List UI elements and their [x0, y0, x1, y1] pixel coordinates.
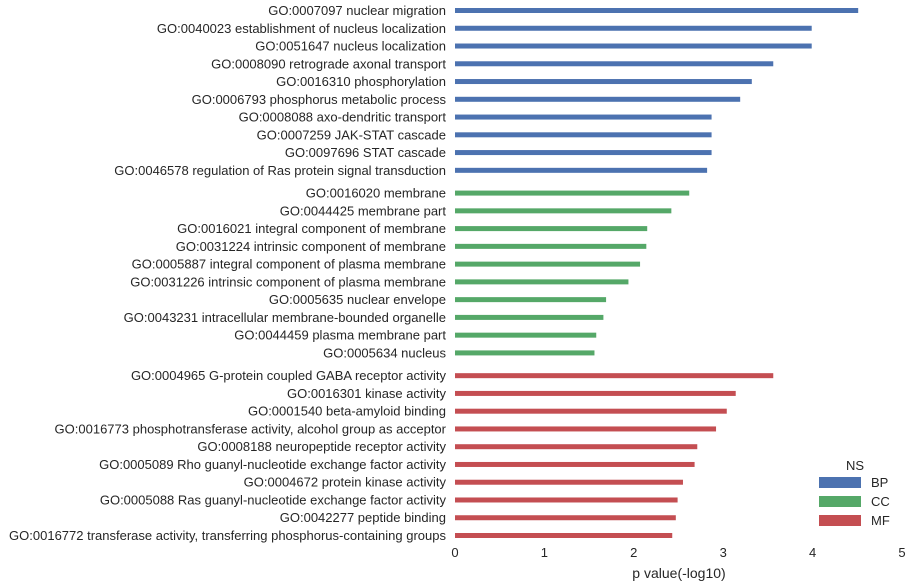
legend-swatch-cc [819, 496, 861, 507]
category-label: GO:0016021 integral component of membran… [177, 221, 446, 236]
category-label: GO:0001540 beta-amyloid binding [248, 404, 446, 419]
category-label: GO:0016020 membrane [306, 186, 446, 201]
bar-mf [455, 426, 717, 432]
legend-swatch-mf [819, 515, 861, 526]
bar-mf [455, 408, 727, 414]
category-label: GO:0006793 phosphorus metabolic process [192, 92, 447, 107]
category-label: GO:0005887 integral component of plasma … [132, 257, 446, 272]
category-label: GO:0016773 phosphotransferase activity, … [55, 421, 447, 436]
bar-mf [455, 461, 695, 467]
category-label: GO:0005634 nucleus [323, 345, 446, 360]
category-label: GO:0031226 intrinsic component of plasma… [130, 274, 446, 289]
bar-bp [455, 25, 812, 31]
category-label: GO:0046578 regulation of Ras protein sig… [114, 163, 446, 178]
category-label: GO:0051647 nucleus localization [255, 39, 446, 54]
x-tick-label: 5 [898, 545, 905, 560]
category-label: GO:0016310 phosphorylation [276, 74, 446, 89]
bar-cc [455, 261, 641, 267]
bar-cc [455, 243, 647, 249]
bar-mf [455, 497, 678, 503]
category-label: GO:0043231 intracellular membrane-bounde… [124, 310, 446, 325]
x-axis-title: p value(-log10) [632, 565, 725, 581]
category-label: GO:0008088 axo-dendritic transport [239, 110, 447, 125]
bar-cc [455, 297, 607, 303]
bar-bp [455, 150, 712, 156]
category-label: GO:0016301 kinase activity [287, 386, 446, 401]
category-label: GO:0005089 Rho guanyl-nucleotide exchang… [99, 457, 446, 472]
bar-cc [455, 190, 690, 196]
bar-bp [455, 43, 812, 49]
bar-bp [455, 167, 708, 173]
bar-cc [455, 208, 672, 214]
category-labels-group: GO:0007097 nuclear migration GO:0040023 e… [9, 3, 447, 543]
bar-bp [455, 61, 774, 67]
category-label: GO:0005088 Ras guanyl-nucleotide exchang… [100, 492, 447, 507]
bar-mf [455, 373, 774, 379]
category-label: GO:0004672 protein kinase activity [244, 475, 447, 490]
x-tick-label: 4 [809, 545, 816, 560]
bar-bp [455, 8, 859, 13]
category-label: GO:0007097 nuclear migration [268, 3, 446, 18]
bar-mf [455, 390, 736, 396]
x-tick-label: 2 [630, 545, 637, 560]
legend-swatch-bp [819, 477, 861, 488]
category-label: GO:0005635 nuclear envelope [269, 292, 446, 307]
category-label: GO:0044425 membrane part [280, 203, 447, 218]
bar-cc [455, 279, 629, 285]
category-label: GO:0044459 plasma membrane part [234, 328, 446, 343]
category-label: GO:0031224 intrinsic component of membra… [176, 239, 446, 254]
category-label: GO:0040023 establishment of nucleus loca… [157, 21, 446, 36]
bar-mf [455, 444, 698, 450]
legend-title: NS [846, 458, 864, 473]
bar-mf [455, 533, 673, 538]
x-tick-label: 1 [541, 545, 548, 560]
category-label: GO:0008090 retrograde axonal transport [211, 56, 446, 71]
bar-mf [455, 479, 683, 485]
bar-cc [455, 350, 595, 356]
bar-cc [455, 332, 597, 338]
category-label: GO:0007259 JAK-STAT cascade [257, 127, 446, 142]
x-axis-ticks-group: 0 1 2 3 4 5 [451, 545, 905, 560]
bar-cc [455, 314, 604, 320]
bar-bp [455, 132, 712, 138]
legend-label-bp: BP [871, 475, 888, 490]
legend: NS BP CC MF [819, 458, 890, 528]
bar-bp [455, 96, 741, 102]
x-tick-label: 3 [720, 545, 727, 560]
legend-label-cc: CC [871, 494, 890, 509]
category-label: GO:0097696 STAT cascade [285, 145, 446, 160]
category-label: GO:0042277 peptide binding [280, 510, 446, 525]
category-label: GO:0008188 neuropeptide receptor activit… [197, 439, 446, 454]
bar-bp [455, 114, 712, 120]
x-tick-label: 0 [451, 545, 458, 560]
legend-items: BP CC MF [819, 475, 890, 528]
legend-label-mf: MF [871, 513, 890, 528]
bar-cc [455, 226, 648, 232]
bar-mf [455, 515, 676, 521]
bar-bp [455, 79, 752, 85]
category-label: GO:0016772 transferase activity, transfe… [9, 528, 446, 543]
bars-group [455, 8, 859, 538]
category-label: GO:0004965 G-protein coupled GABA recept… [131, 368, 447, 383]
